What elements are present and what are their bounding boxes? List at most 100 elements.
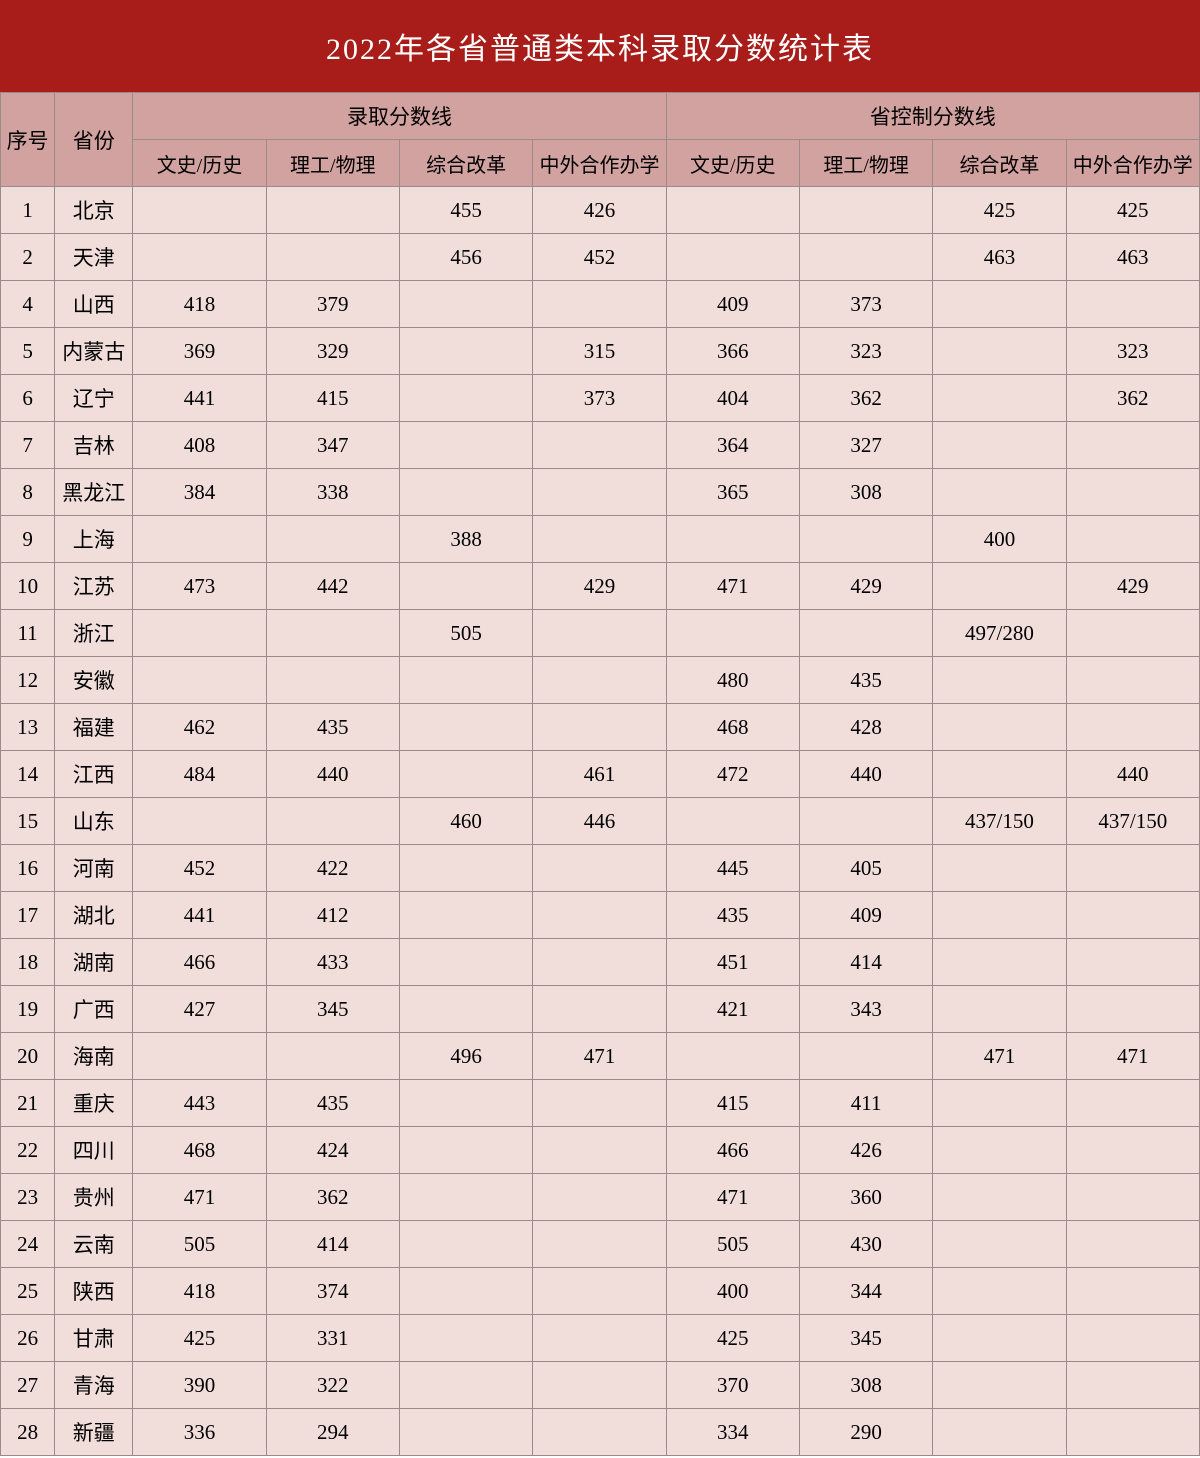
cell-data: 425 xyxy=(933,187,1066,234)
table-row: 17湖北441412435409 xyxy=(1,892,1200,939)
cell-data: 437/150 xyxy=(933,798,1066,845)
cell-data: 379 xyxy=(266,281,399,328)
cell-data xyxy=(266,234,399,281)
cell-seq: 24 xyxy=(1,1221,55,1268)
cell-data: 463 xyxy=(1066,234,1199,281)
cell-data xyxy=(666,187,799,234)
cell-seq: 16 xyxy=(1,845,55,892)
cell-data xyxy=(399,1174,532,1221)
cell-data xyxy=(799,187,932,234)
cell-data xyxy=(1066,1127,1199,1174)
cell-data: 466 xyxy=(133,939,266,986)
cell-data xyxy=(533,1221,666,1268)
cell-seq: 13 xyxy=(1,704,55,751)
table-header: 序号 省份 录取分数线 省控制分数线 文史/历史理工/物理综合改革中外合作办学文… xyxy=(1,93,1200,187)
cell-seq: 12 xyxy=(1,657,55,704)
cell-data xyxy=(533,1080,666,1127)
cell-province: 吉林 xyxy=(55,422,133,469)
cell-data xyxy=(133,234,266,281)
cell-data: 409 xyxy=(799,892,932,939)
table-row: 5内蒙古369329315366323323 xyxy=(1,328,1200,375)
cell-seq: 20 xyxy=(1,1033,55,1080)
table-row: 4山西418379409373 xyxy=(1,281,1200,328)
cell-province: 福建 xyxy=(55,704,133,751)
cell-data xyxy=(533,1268,666,1315)
cell-data: 472 xyxy=(666,751,799,798)
cell-data xyxy=(799,234,932,281)
table-body: 1北京4554264254252天津4564524634634山西4183794… xyxy=(1,187,1200,1456)
cell-data: 418 xyxy=(133,1268,266,1315)
cell-province: 甘肃 xyxy=(55,1315,133,1362)
cell-data xyxy=(133,516,266,563)
cell-data xyxy=(399,1315,532,1362)
cell-data: 471 xyxy=(666,1174,799,1221)
cell-data: 462 xyxy=(133,704,266,751)
cell-seq: 22 xyxy=(1,1127,55,1174)
cell-data: 425 xyxy=(1066,187,1199,234)
cell-data xyxy=(399,704,532,751)
cell-data: 365 xyxy=(666,469,799,516)
cell-province: 山西 xyxy=(55,281,133,328)
cell-data xyxy=(133,1033,266,1080)
cell-data: 415 xyxy=(266,375,399,422)
cell-data xyxy=(533,657,666,704)
cell-province: 广西 xyxy=(55,986,133,1033)
cell-data xyxy=(266,1033,399,1080)
cell-data xyxy=(1066,1080,1199,1127)
cell-data: 384 xyxy=(133,469,266,516)
cell-data: 468 xyxy=(133,1127,266,1174)
cell-province: 青海 xyxy=(55,1362,133,1409)
header-group-control: 省控制分数线 xyxy=(666,93,1199,140)
cell-seq: 6 xyxy=(1,375,55,422)
cell-data: 404 xyxy=(666,375,799,422)
cell-data: 471 xyxy=(1066,1033,1199,1080)
cell-seq: 19 xyxy=(1,986,55,1033)
cell-data xyxy=(1066,516,1199,563)
cell-data: 418 xyxy=(133,281,266,328)
cell-seq: 11 xyxy=(1,610,55,657)
cell-data xyxy=(933,1268,1066,1315)
cell-data: 452 xyxy=(533,234,666,281)
table-row: 28新疆336294334290 xyxy=(1,1409,1200,1456)
cell-data: 433 xyxy=(266,939,399,986)
cell-data xyxy=(1066,1221,1199,1268)
cell-data: 460 xyxy=(399,798,532,845)
cell-province: 湖南 xyxy=(55,939,133,986)
cell-data: 308 xyxy=(799,469,932,516)
cell-province: 安徽 xyxy=(55,657,133,704)
table-row: 6辽宁441415373404362362 xyxy=(1,375,1200,422)
cell-data: 435 xyxy=(666,892,799,939)
subheader-row: 文史/历史理工/物理综合改革中外合作办学文史/历史理工/物理综合改革中外合作办学 xyxy=(1,140,1200,187)
cell-data xyxy=(1066,939,1199,986)
cell-data: 294 xyxy=(266,1409,399,1456)
cell-data xyxy=(399,892,532,939)
cell-province: 云南 xyxy=(55,1221,133,1268)
cell-province: 贵州 xyxy=(55,1174,133,1221)
cell-data xyxy=(533,1127,666,1174)
cell-data xyxy=(933,563,1066,610)
table-row: 21重庆443435415411 xyxy=(1,1080,1200,1127)
cell-data: 437/150 xyxy=(1066,798,1199,845)
cell-data xyxy=(533,422,666,469)
cell-data: 435 xyxy=(266,1080,399,1127)
cell-seq: 7 xyxy=(1,422,55,469)
table-row: 7吉林408347364327 xyxy=(1,422,1200,469)
cell-data: 429 xyxy=(533,563,666,610)
subheader-0: 文史/历史 xyxy=(133,140,266,187)
cell-data xyxy=(533,1362,666,1409)
subheader-7: 中外合作办学 xyxy=(1066,140,1199,187)
cell-data xyxy=(533,1174,666,1221)
cell-province: 浙江 xyxy=(55,610,133,657)
cell-data: 471 xyxy=(666,563,799,610)
cell-data: 345 xyxy=(266,986,399,1033)
cell-data xyxy=(266,610,399,657)
cell-data xyxy=(666,610,799,657)
cell-data xyxy=(933,939,1066,986)
cell-seq: 17 xyxy=(1,892,55,939)
cell-data xyxy=(533,610,666,657)
cell-data: 473 xyxy=(133,563,266,610)
subheader-6: 综合改革 xyxy=(933,140,1066,187)
cell-seq: 2 xyxy=(1,234,55,281)
subheader-3: 中外合作办学 xyxy=(533,140,666,187)
cell-data xyxy=(933,986,1066,1033)
